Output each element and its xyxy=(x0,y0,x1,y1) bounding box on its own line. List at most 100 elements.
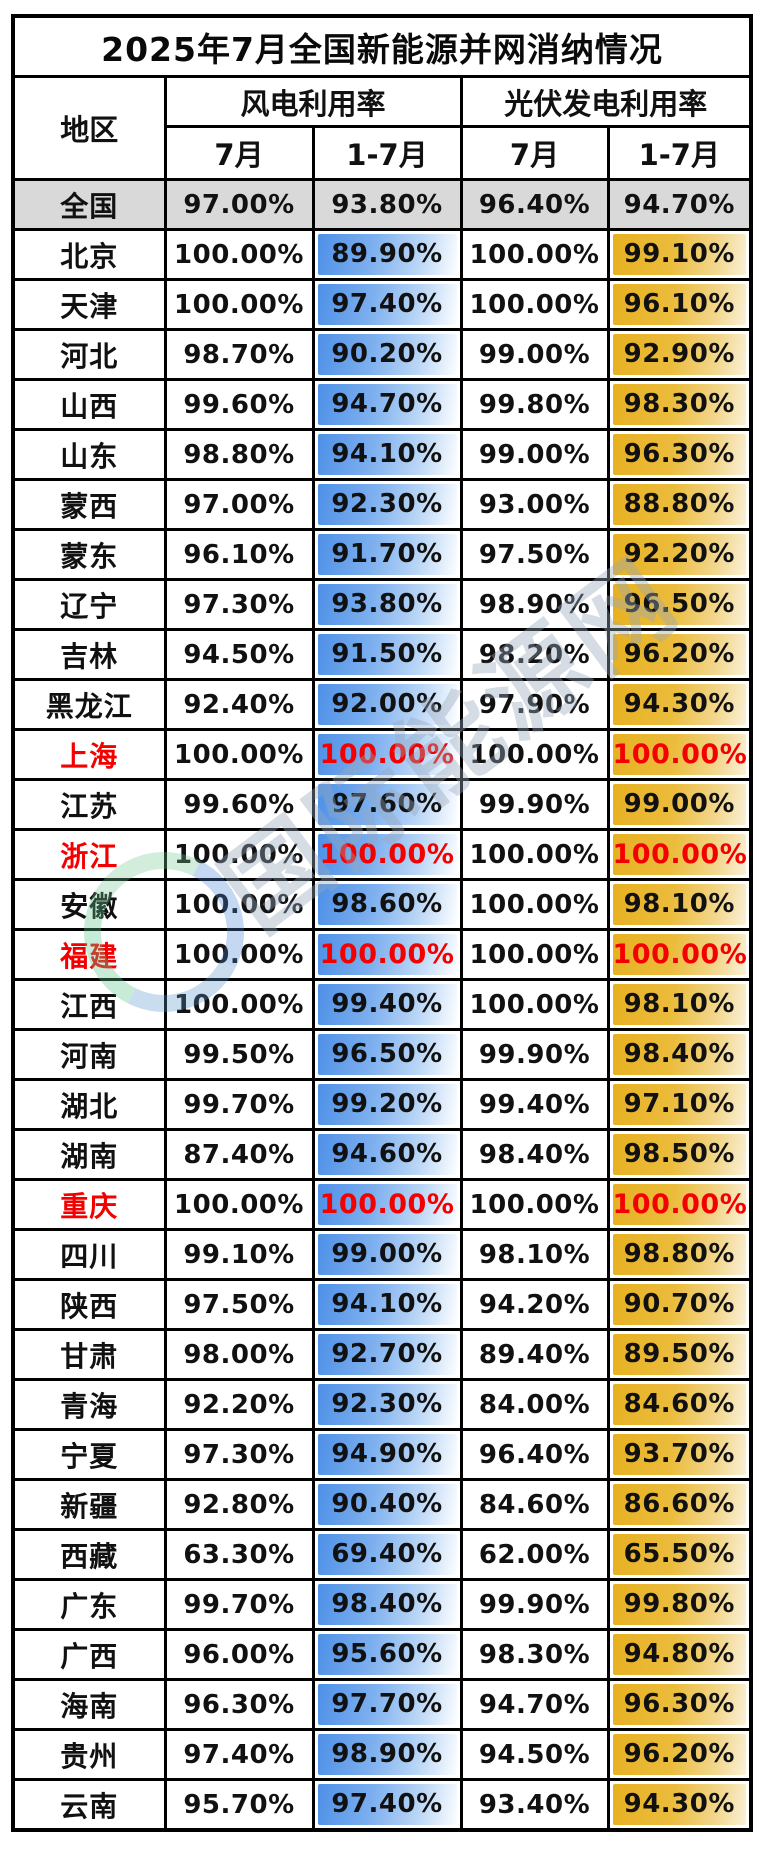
table-row: 海南 96.30% 97.70% 94.70% 96.30% xyxy=(11,1678,753,1731)
solar-july-cell: 100.00% xyxy=(459,928,610,981)
region-cell: 蒙东 xyxy=(11,528,167,581)
table-row: 广东 99.70% 98.40% 99.90% 99.80% xyxy=(11,1578,753,1631)
table-row: 云南 95.70% 97.40% 93.40% 94.30% xyxy=(11,1778,753,1832)
solar-cumulative-cell: 94.30% xyxy=(606,1778,753,1832)
wind-july-cell: 92.20% xyxy=(163,1378,315,1431)
table-row: 四川 99.10% 99.00% 98.10% 98.80% xyxy=(11,1228,753,1281)
wind-cumulative-highlight: 98.60% xyxy=(317,884,457,925)
wind-july-cell: 97.00% xyxy=(163,478,315,531)
table-row: 湖南 87.40% 94.60% 98.40% 98.50% xyxy=(11,1128,753,1181)
solar-cumulative-highlight: 84.60% xyxy=(612,1384,747,1425)
wind-july-cell: 100.00% xyxy=(163,1178,315,1231)
solar-july-cell: 100.00% xyxy=(459,978,610,1031)
solar-cumulative-highlight: 98.40% xyxy=(612,1034,747,1075)
solar-cumulative-cell: 84.60% xyxy=(606,1378,753,1431)
wind-july-cell: 100.00% xyxy=(163,878,315,931)
solar-cumulative-highlight: 92.20% xyxy=(612,534,747,575)
solar-cumulative-highlight: 86.60% xyxy=(612,1484,747,1525)
wind-july-cell: 96.10% xyxy=(163,528,315,581)
wind-cumulative-cell: 98.60% xyxy=(311,878,463,931)
solar-cumulative-highlight: 100.00% xyxy=(612,1184,747,1225)
solar-cumulative-cell: 89.50% xyxy=(606,1328,753,1381)
wind-july-cell: 100.00% xyxy=(163,978,315,1031)
table-row: 贵州 97.40% 98.90% 94.50% 96.20% xyxy=(11,1728,753,1781)
wind-july-cell: 97.00% xyxy=(163,178,315,231)
solar-july-cell: 89.40% xyxy=(459,1328,610,1381)
wind-july-cell: 100.00% xyxy=(163,928,315,981)
wind-july-cell: 99.50% xyxy=(163,1028,315,1081)
solar-cumulative-highlight: 88.80% xyxy=(612,484,747,525)
region-cell: 全国 xyxy=(11,178,167,231)
table-row: 安徽 100.00% 98.60% 100.00% 98.10% xyxy=(11,878,753,931)
table-row: 浙江 100.00% 100.00% 100.00% 100.00% xyxy=(11,828,753,881)
wind-july-cell: 92.80% xyxy=(163,1478,315,1531)
wind-cumulative-highlight: 97.60% xyxy=(317,784,457,825)
region-cell: 广东 xyxy=(11,1578,167,1631)
region-cell: 蒙西 xyxy=(11,478,167,531)
wind-july-cell: 96.00% xyxy=(163,1628,315,1681)
table-row: 福建 100.00% 100.00% 100.00% 100.00% xyxy=(11,928,753,981)
wind-cumulative-cell: 92.30% xyxy=(311,478,463,531)
region-cell: 湖北 xyxy=(11,1078,167,1131)
solar-july-cell: 100.00% xyxy=(459,278,610,331)
wind-cumulative-cell: 100.00% xyxy=(311,728,463,781)
wind-cumulative-highlight: 91.50% xyxy=(317,634,457,675)
solar-july-cell: 99.90% xyxy=(459,1578,610,1631)
solar-cumulative-highlight: 100.00% xyxy=(612,734,747,775)
table-row: 蒙东 96.10% 91.70% 97.50% 92.20% xyxy=(11,528,753,581)
wind-july-cell: 99.60% xyxy=(163,778,315,831)
wind-cumulative-highlight: 100.00% xyxy=(317,834,457,875)
table-row: 河北 98.70% 90.20% 99.00% 92.90% xyxy=(11,328,753,381)
solar-july-cell: 99.90% xyxy=(459,1028,610,1081)
region-cell: 西藏 xyxy=(11,1528,167,1581)
solar-july-cell: 93.00% xyxy=(459,478,610,531)
solar-cumulative-cell: 98.10% xyxy=(606,878,753,931)
region-cell: 四川 xyxy=(11,1228,167,1281)
column-header-wind-group: 风电利用率 xyxy=(163,75,463,128)
wind-cumulative-cell: 99.40% xyxy=(311,978,463,1031)
wind-cumulative-cell: 92.30% xyxy=(311,1378,463,1431)
region-cell: 吉林 xyxy=(11,628,167,681)
solar-cumulative-cell: 98.50% xyxy=(606,1128,753,1181)
solar-cumulative-highlight: 89.50% xyxy=(612,1334,747,1375)
solar-cumulative-highlight: 96.10% xyxy=(612,284,747,325)
solar-july-cell: 93.40% xyxy=(459,1778,610,1832)
solar-cumulative-cell: 92.20% xyxy=(606,528,753,581)
group-header-row: 地区 风电利用率 光伏发电利用率 xyxy=(11,75,753,181)
solar-july-cell: 96.40% xyxy=(459,1428,610,1481)
wind-july-cell: 63.30% xyxy=(163,1528,315,1581)
wind-cumulative-highlight: 94.90% xyxy=(317,1434,457,1475)
table-row: 北京 100.00% 89.90% 100.00% 99.10% xyxy=(11,228,753,281)
wind-cumulative-highlight: 91.70% xyxy=(317,534,457,575)
solar-cumulative-cell: 93.70% xyxy=(606,1428,753,1481)
region-cell: 上海 xyxy=(11,728,167,781)
wind-cumulative-cell: 98.90% xyxy=(311,1728,463,1781)
solar-cumulative-cell: 100.00% xyxy=(606,828,753,881)
solar-july-cell: 84.00% xyxy=(459,1378,610,1431)
solar-july-cell: 94.50% xyxy=(459,1728,610,1781)
wind-july-cell: 97.40% xyxy=(163,1728,315,1781)
solar-cumulative-highlight: 99.10% xyxy=(612,234,747,275)
table-row: 河南 99.50% 96.50% 99.90% 98.40% xyxy=(11,1028,753,1081)
solar-cumulative-cell: 98.30% xyxy=(606,378,753,431)
wind-july-cell: 98.70% xyxy=(163,328,315,381)
region-cell: 天津 xyxy=(11,278,167,331)
wind-cumulative-cell: 96.50% xyxy=(311,1028,463,1081)
solar-cumulative-highlight: 94.30% xyxy=(612,684,747,725)
wind-cumulative-highlight: 93.80% xyxy=(317,584,457,625)
table-row: 江苏 99.60% 97.60% 99.90% 99.00% xyxy=(11,778,753,831)
solar-cumulative-cell: 98.80% xyxy=(606,1228,753,1281)
solar-cumulative-highlight: 98.80% xyxy=(612,1234,747,1275)
table-row: 西藏 63.30% 69.40% 62.00% 65.50% xyxy=(11,1528,753,1581)
region-cell: 江西 xyxy=(11,978,167,1031)
wind-cumulative-cell: 92.00% xyxy=(311,678,463,731)
solar-cumulative-cell: 98.40% xyxy=(606,1028,753,1081)
solar-cumulative-highlight: 94.80% xyxy=(612,1634,747,1675)
wind-july-cell: 96.30% xyxy=(163,1678,315,1731)
wind-cumulative-highlight: 95.60% xyxy=(317,1634,457,1675)
solar-july-cell: 99.80% xyxy=(459,378,610,431)
wind-july-cell: 92.40% xyxy=(163,678,315,731)
table-row: 上海 100.00% 100.00% 100.00% 100.00% xyxy=(11,728,753,781)
wind-cumulative-cell: 94.10% xyxy=(311,428,463,481)
